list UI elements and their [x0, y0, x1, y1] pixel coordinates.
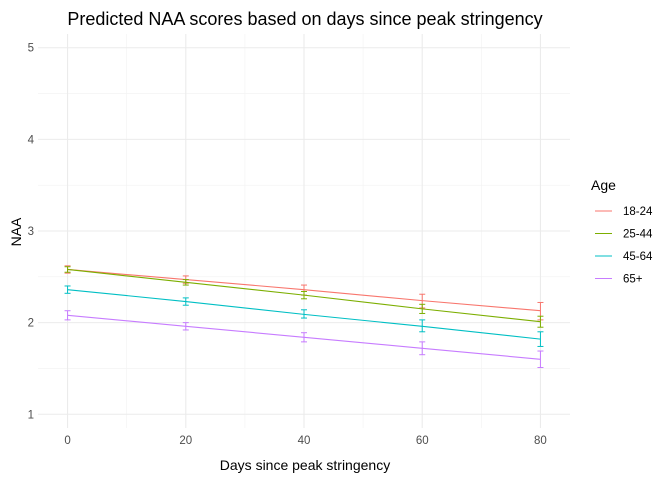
legend-label: 18-24 [623, 206, 653, 218]
grid [38, 34, 570, 428]
legend: Age 18-24 25-44 45-64 65+ [591, 177, 653, 286]
series-line [67, 268, 541, 323]
x-tick-label: 40 [298, 435, 311, 447]
chart-title: Predicted NAA scores based on days since… [67, 9, 542, 29]
series-line [67, 289, 541, 340]
series-layer [64, 265, 544, 369]
x-tick-label: 0 [64, 435, 70, 447]
series-65+ [64, 310, 544, 369]
series-line [67, 314, 541, 360]
error-bar [64, 266, 71, 273]
y-tick-label: 5 [28, 43, 34, 55]
x-tick-label: 80 [534, 435, 547, 447]
y-tick-label: 4 [28, 134, 35, 146]
x-axis-title: Days since peak stringency [220, 457, 390, 473]
y-tick-label: 2 [28, 318, 34, 330]
tick-labels: 1 2 3 4 5 0 20 40 60 80 [28, 43, 547, 447]
y-tick-label: 3 [28, 226, 34, 238]
series-line [67, 268, 541, 312]
y-axis-title: NAA [8, 217, 24, 246]
legend-label: 65+ [623, 274, 643, 286]
legend-label: 45-64 [623, 251, 653, 263]
x-tick-label: 20 [179, 435, 192, 447]
legend-title: Age [591, 177, 616, 193]
x-tick-label: 60 [416, 435, 429, 447]
series-45-64 [64, 285, 544, 347]
legend-label: 25-44 [623, 229, 653, 241]
series-25-44 [64, 266, 544, 328]
y-tick-label: 1 [28, 409, 34, 421]
